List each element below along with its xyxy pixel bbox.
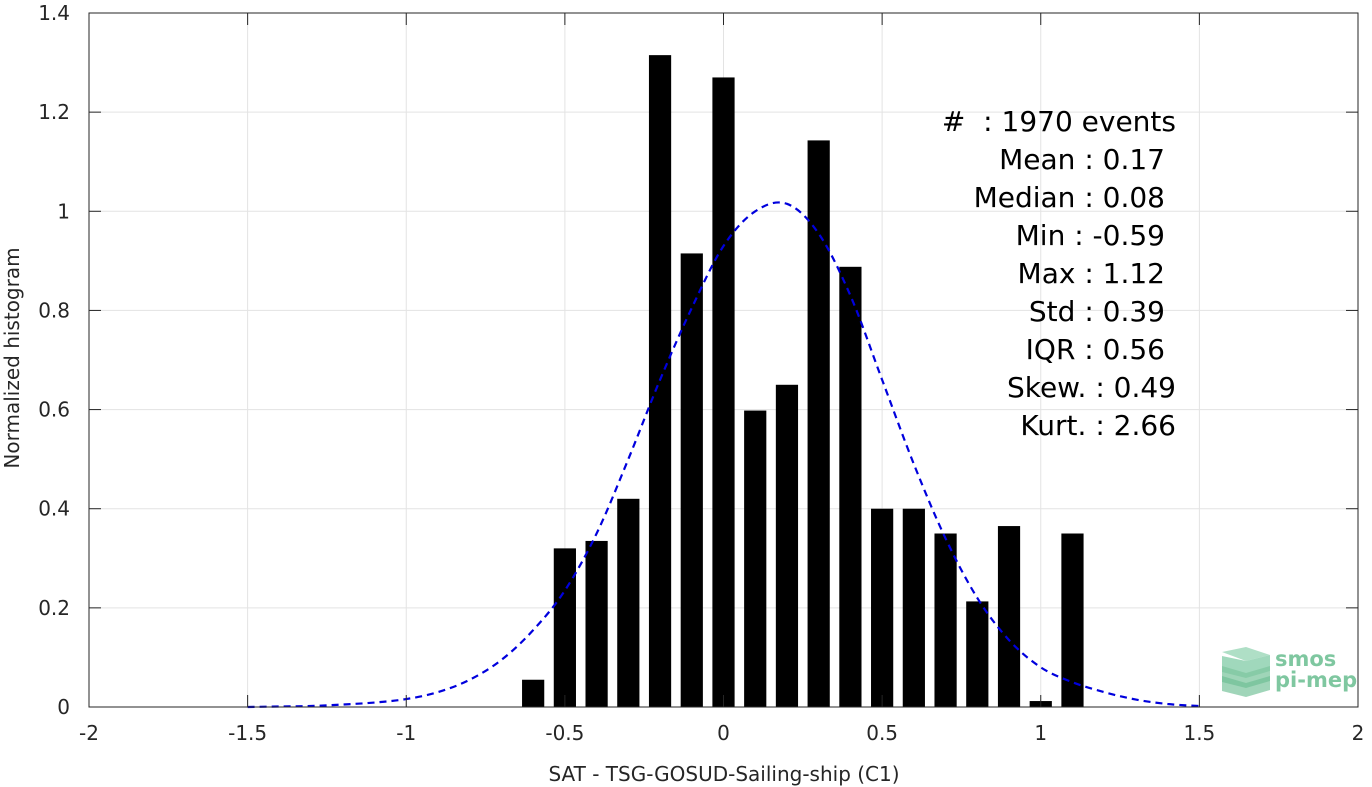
x-tick-label: 0.5 <box>866 721 898 745</box>
stats-box: # : 1970 events Mean : 0.17 Median : 0.0… <box>942 105 1176 442</box>
histogram-bar <box>744 410 767 707</box>
y-tick-labels: 0 0.2 0.4 0.6 0.8 1 1.2 1.4 <box>38 1 70 719</box>
y-axis-label: Normalized histogram <box>0 247 24 468</box>
histogram-bar <box>775 384 799 707</box>
bars-group <box>522 55 1084 708</box>
histogram-bar <box>966 601 989 707</box>
logo-text-pimep: pi-mep <box>1275 668 1357 692</box>
histogram-bar <box>522 679 545 707</box>
logo-text-smos: smos <box>1275 647 1336 671</box>
histogram-bar <box>712 77 735 707</box>
stat-min: Min : -0.59 <box>1016 219 1165 252</box>
histogram-bar <box>553 548 576 707</box>
y-tick-label: 1.2 <box>38 100 70 124</box>
x-tick-label: 2 <box>1352 721 1365 745</box>
logo-mark-icon <box>1222 647 1270 697</box>
histogram-bar <box>1061 533 1084 707</box>
x-tick-label: -2 <box>79 721 99 745</box>
x-tick-label: 1.5 <box>1183 721 1215 745</box>
x-tick-labels: -2 -1.5 -1 -0.5 0 0.5 1 1.5 2 <box>79 721 1364 745</box>
histogram-bar <box>807 140 830 708</box>
histogram-bar <box>585 540 608 707</box>
y-tick-label: 0 <box>57 695 70 719</box>
x-tick-label: -0.5 <box>545 721 584 745</box>
histogram-bar <box>997 526 1021 707</box>
smos-pimep-logo: smos pi-mep <box>1222 647 1357 697</box>
histogram-bar <box>680 253 703 707</box>
histogram-bar <box>934 533 957 707</box>
stat-kurt: Kurt. : 2.66 <box>1020 409 1176 442</box>
x-axis-label: SAT - TSG-GOSUD-Sailing-ship (C1) <box>548 762 899 786</box>
x-tick-label: 1 <box>1034 721 1047 745</box>
stat-skew: Skew. : 0.49 <box>1007 371 1176 404</box>
x-tick-label: -1.5 <box>228 721 267 745</box>
y-tick-label: 0.4 <box>38 497 70 521</box>
y-tick-label: 0.2 <box>38 596 70 620</box>
stat-iqr: IQR : 0.56 <box>1026 333 1165 366</box>
histogram-bar <box>871 508 894 707</box>
x-tick-label: -1 <box>396 721 416 745</box>
axes-frame <box>88 12 1359 708</box>
y-tick-label: 1 <box>57 199 70 223</box>
histogram-bar <box>839 266 862 707</box>
y-tick-label: 0.6 <box>38 398 70 422</box>
y-tick-label: 1.4 <box>38 1 70 25</box>
x-tick-label: 0 <box>717 721 730 745</box>
stat-mean: Mean : 0.17 <box>999 143 1165 176</box>
stat-median: Median : 0.08 <box>974 181 1165 214</box>
histogram-bar <box>648 55 672 707</box>
histogram-bar <box>617 498 640 707</box>
y-tick-label: 0.8 <box>38 298 70 322</box>
histogram-bar <box>902 508 925 707</box>
fit-curve <box>247 201 1200 709</box>
stat-std: Std : 0.39 <box>1029 295 1165 328</box>
stat-count: # : 1970 events <box>942 105 1176 138</box>
stat-max: Max : 1.12 <box>1018 257 1165 290</box>
